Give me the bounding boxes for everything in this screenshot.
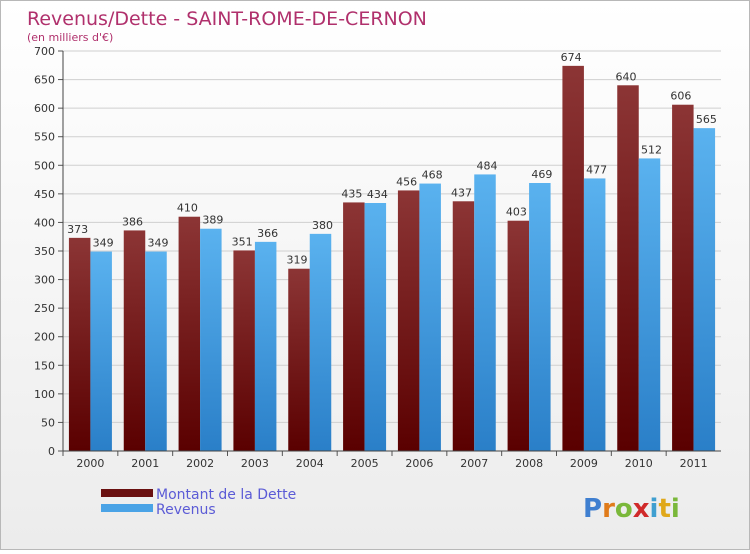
bar-revenue bbox=[693, 128, 716, 451]
x-tick-label: 2007 bbox=[460, 457, 488, 470]
bar-debt bbox=[233, 250, 255, 451]
value-label: 410 bbox=[177, 202, 198, 215]
value-label: 640 bbox=[616, 70, 637, 83]
bars-group bbox=[68, 65, 716, 452]
y-tick-label: 500 bbox=[34, 159, 55, 172]
y-tick-label: 250 bbox=[34, 302, 55, 315]
x-tick-label: 2010 bbox=[625, 457, 653, 470]
grid-lines bbox=[63, 50, 721, 423]
x-tick-label: 2001 bbox=[131, 457, 159, 470]
x-tick-label: 2003 bbox=[241, 457, 269, 470]
axes bbox=[62, 51, 721, 452]
value-label: 403 bbox=[506, 206, 527, 219]
x-tick-label: 2009 bbox=[570, 457, 598, 470]
value-label: 380 bbox=[312, 219, 333, 232]
bar-revenue bbox=[200, 228, 222, 451]
bar-debt bbox=[123, 230, 146, 451]
x-tick-label: 2008 bbox=[515, 457, 543, 470]
value-label: 434 bbox=[367, 188, 388, 201]
value-label: 468 bbox=[422, 169, 443, 182]
bar-debt bbox=[452, 201, 475, 451]
y-tick-label: 600 bbox=[34, 102, 55, 115]
value-label: 389 bbox=[202, 214, 223, 227]
y-tick-label: 0 bbox=[48, 445, 55, 458]
legend-swatch bbox=[101, 504, 153, 512]
value-label: 435 bbox=[341, 187, 362, 200]
bar-revenue bbox=[583, 178, 606, 451]
y-tick-label: 300 bbox=[34, 274, 55, 287]
x-tick-label: 2005 bbox=[351, 457, 379, 470]
y-tick-label: 200 bbox=[34, 331, 55, 344]
bar-revenue bbox=[309, 233, 332, 451]
bar-debt bbox=[343, 202, 365, 451]
x-axis-ticks: 2000 2001 2002 2003 2004 2005 2006 2007 2008 2009… bbox=[62, 451, 708, 470]
y-tick-label: 100 bbox=[34, 388, 55, 401]
bar-revenue bbox=[90, 251, 112, 451]
chart-title: Revenus/Dette - SAINT-ROME-DE-CERNON bbox=[27, 8, 427, 30]
value-label: 386 bbox=[122, 215, 143, 228]
bar-revenue bbox=[529, 183, 551, 451]
y-tick-label: 50 bbox=[41, 416, 55, 429]
bar-debt bbox=[397, 190, 420, 451]
y-tick-label: 150 bbox=[34, 359, 55, 372]
bar-debt bbox=[562, 65, 584, 451]
value-label: 512 bbox=[641, 143, 662, 156]
bar-debt bbox=[672, 104, 694, 451]
legend-label: Revenus bbox=[156, 502, 216, 518]
y-tick-label: 400 bbox=[34, 216, 55, 229]
value-labels: 373 349 386 349 410 389 351 366 319 380 435 434 456 4… bbox=[67, 51, 717, 267]
value-label: 373 bbox=[67, 223, 88, 236]
value-label: 319 bbox=[287, 254, 308, 267]
bar-debt bbox=[288, 268, 310, 451]
value-label: 349 bbox=[93, 237, 114, 250]
bar-revenue bbox=[474, 174, 496, 451]
value-label: 565 bbox=[696, 113, 717, 126]
bar-revenue bbox=[419, 183, 441, 452]
x-tick-label: 2004 bbox=[296, 457, 324, 470]
proxiti-logo: Proxiti bbox=[583, 494, 680, 524]
value-label: 477 bbox=[586, 163, 607, 176]
legend-swatch bbox=[101, 489, 153, 497]
x-tick-label: 2011 bbox=[680, 457, 708, 470]
x-tick-label: 2006 bbox=[405, 457, 433, 470]
x-tick-label: 2000 bbox=[76, 457, 104, 470]
value-label: 351 bbox=[232, 235, 253, 248]
y-tick-label: 450 bbox=[34, 188, 55, 201]
value-label: 437 bbox=[451, 186, 472, 199]
value-label: 469 bbox=[531, 168, 552, 181]
chart-subtitle: (en milliers d'€) bbox=[27, 31, 113, 44]
y-tick-label: 350 bbox=[34, 245, 55, 258]
bar-debt bbox=[507, 220, 530, 451]
svg-text:Proxiti: Proxiti bbox=[583, 494, 680, 524]
bar-debt bbox=[617, 85, 639, 452]
value-label: 606 bbox=[670, 90, 691, 103]
x-tick-label: 2002 bbox=[186, 457, 214, 470]
y-tick-label: 650 bbox=[34, 74, 55, 87]
bar-revenue bbox=[638, 158, 661, 451]
y-tick-label: 550 bbox=[34, 131, 55, 144]
bar-revenue bbox=[364, 203, 387, 451]
y-axis-ticks: 0 50 100 150 200 250 300 350 400 450 500 550 600 650 7… bbox=[34, 45, 63, 458]
value-label: 349 bbox=[148, 237, 169, 250]
value-label: 484 bbox=[477, 159, 498, 172]
bar-debt bbox=[68, 237, 91, 451]
value-label: 456 bbox=[396, 175, 417, 188]
legend-label: Montant de la Dette bbox=[156, 487, 296, 503]
bar-debt bbox=[178, 216, 201, 451]
y-tick-label: 700 bbox=[34, 45, 55, 58]
bar-revenue bbox=[145, 251, 167, 451]
value-label: 674 bbox=[561, 51, 582, 64]
bar-revenue bbox=[254, 241, 277, 451]
value-label: 366 bbox=[257, 227, 278, 240]
